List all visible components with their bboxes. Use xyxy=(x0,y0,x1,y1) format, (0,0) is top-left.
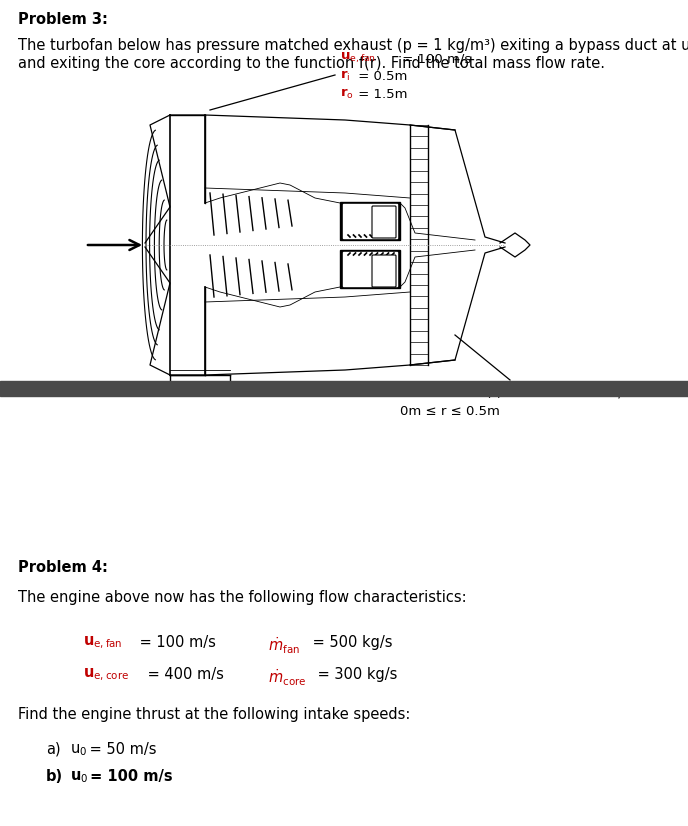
Text: r$_{\rm o}$: r$_{\rm o}$ xyxy=(340,87,354,101)
Bar xyxy=(340,202,400,240)
Text: $\dot{m}_{\rm fan}$: $\dot{m}_{\rm fan}$ xyxy=(268,635,300,656)
Text: = 1.5m: = 1.5m xyxy=(354,88,407,101)
Text: The engine above now has the following flow characteristics:: The engine above now has the following f… xyxy=(18,590,466,605)
Text: u$_{\rm e,fan}$: u$_{\rm e,fan}$ xyxy=(83,635,122,651)
Text: Find the engine thrust at the following intake speeds:: Find the engine thrust at the following … xyxy=(18,707,410,722)
Text: = 0.5m: = 0.5m xyxy=(354,70,407,83)
Text: = 100 m/s: = 100 m/s xyxy=(85,769,173,784)
Text: $\dot{m}_{\rm core}$: $\dot{m}_{\rm core}$ xyxy=(268,667,306,687)
Text: u$_{\rm e,core}$: u$_{\rm e,core}$ xyxy=(83,667,129,683)
Bar xyxy=(343,204,397,238)
Text: = 300 kg/s: = 300 kg/s xyxy=(313,667,398,682)
Text: The turbofan below has pressure matched exhaust (p = 1 kg/m³) exiting a bypass d: The turbofan below has pressure matched … xyxy=(18,38,688,53)
Text: = 400 m/s: = 400 m/s xyxy=(143,667,224,682)
Text: = 50 m/s: = 50 m/s xyxy=(85,742,156,757)
Text: u$_{\rm e,core}$: u$_{\rm e,core}$ xyxy=(400,386,442,400)
Text: = 100 m/s: = 100 m/s xyxy=(398,52,471,65)
FancyBboxPatch shape xyxy=(372,206,396,238)
Text: = f(r) = 400r + 300  m/s: = f(r) = 400r + 300 m/s xyxy=(462,387,630,400)
Text: u$_0$: u$_0$ xyxy=(70,769,88,785)
Text: r$_{\rm i}$: r$_{\rm i}$ xyxy=(340,69,350,83)
Text: a): a) xyxy=(46,742,61,757)
Bar xyxy=(343,252,397,286)
Text: 0m ≤ r ≤ 0.5m: 0m ≤ r ≤ 0.5m xyxy=(400,405,500,418)
Text: = 500 kg/s: = 500 kg/s xyxy=(308,635,392,650)
Bar xyxy=(0,381,688,396)
FancyBboxPatch shape xyxy=(372,255,396,287)
Bar xyxy=(340,250,400,288)
Text: b): b) xyxy=(46,769,63,784)
Text: Problem 3:: Problem 3: xyxy=(18,12,108,27)
Text: Problem 4:: Problem 4: xyxy=(18,560,108,575)
Text: u$_{\rm e,fan}$: u$_{\rm e,fan}$ xyxy=(340,50,376,65)
Text: and exiting the core according to the function f(r). Find the total mass flow ra: and exiting the core according to the fu… xyxy=(18,56,605,71)
Text: u$_0$: u$_0$ xyxy=(70,742,87,757)
Text: = 100 m/s: = 100 m/s xyxy=(135,635,216,650)
